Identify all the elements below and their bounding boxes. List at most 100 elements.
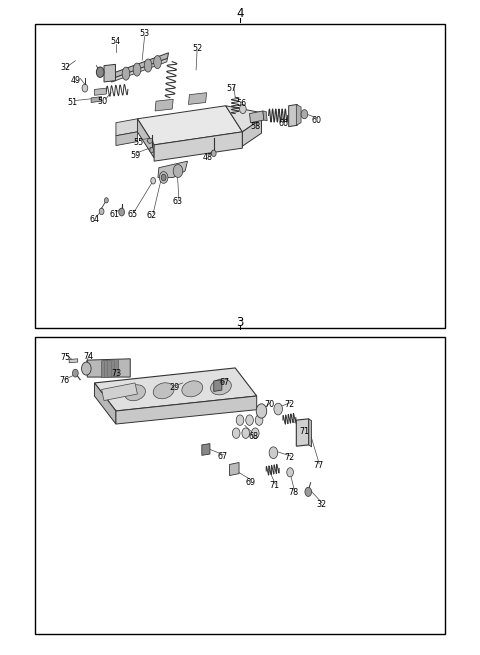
Polygon shape (104, 64, 116, 82)
Polygon shape (116, 132, 137, 145)
Polygon shape (242, 119, 262, 146)
Polygon shape (226, 105, 262, 132)
Text: 73: 73 (112, 369, 122, 378)
Text: 66: 66 (279, 119, 289, 128)
Text: 78: 78 (288, 488, 299, 497)
Polygon shape (250, 111, 264, 122)
Circle shape (246, 415, 253, 425)
Text: 69: 69 (245, 477, 255, 487)
Text: 64: 64 (89, 215, 99, 224)
Text: 75: 75 (60, 353, 71, 362)
Text: 3: 3 (236, 316, 244, 329)
Text: 63: 63 (173, 197, 183, 206)
Circle shape (211, 150, 216, 157)
Circle shape (96, 67, 104, 77)
Text: 57: 57 (227, 84, 237, 93)
Circle shape (240, 104, 246, 113)
Text: 29: 29 (169, 383, 179, 392)
Circle shape (252, 428, 259, 438)
Circle shape (151, 178, 156, 184)
Polygon shape (229, 462, 239, 476)
Text: 58: 58 (251, 122, 261, 131)
Text: 55: 55 (134, 138, 144, 147)
Polygon shape (137, 105, 242, 145)
Ellipse shape (211, 379, 231, 395)
Circle shape (301, 109, 308, 119)
Polygon shape (189, 93, 206, 104)
Polygon shape (288, 104, 297, 126)
Text: 4: 4 (236, 7, 244, 20)
Text: 61: 61 (109, 210, 120, 219)
Polygon shape (263, 111, 267, 121)
Ellipse shape (154, 56, 161, 69)
Polygon shape (309, 419, 312, 447)
Circle shape (269, 447, 278, 458)
Polygon shape (116, 119, 137, 136)
Circle shape (82, 84, 88, 92)
Text: 48: 48 (203, 153, 213, 162)
Ellipse shape (122, 67, 130, 80)
Circle shape (72, 369, 78, 377)
Text: 71: 71 (299, 427, 309, 436)
Circle shape (105, 198, 108, 203)
Circle shape (242, 428, 250, 438)
Polygon shape (95, 368, 257, 411)
Polygon shape (102, 383, 137, 401)
Circle shape (159, 172, 168, 183)
Polygon shape (202, 443, 210, 455)
Circle shape (255, 415, 263, 425)
Ellipse shape (153, 383, 174, 399)
Circle shape (256, 404, 267, 418)
Text: 49: 49 (70, 77, 81, 85)
Polygon shape (87, 359, 130, 377)
Polygon shape (296, 104, 301, 125)
Text: 51: 51 (67, 98, 77, 107)
Text: 53: 53 (140, 29, 150, 39)
Polygon shape (95, 383, 116, 424)
Text: 71: 71 (269, 481, 279, 491)
Polygon shape (137, 119, 154, 158)
Text: 62: 62 (147, 211, 157, 220)
Text: 65: 65 (128, 210, 138, 219)
Circle shape (287, 468, 293, 477)
Text: 54: 54 (111, 37, 121, 47)
Circle shape (305, 487, 312, 496)
Text: 59: 59 (131, 151, 141, 160)
Ellipse shape (144, 59, 152, 72)
Bar (35, 337, 445, 634)
Text: 67: 67 (219, 379, 229, 388)
Circle shape (236, 415, 244, 425)
Polygon shape (102, 360, 118, 378)
Text: 68: 68 (248, 432, 258, 441)
Text: 74: 74 (84, 352, 94, 361)
Polygon shape (69, 359, 78, 363)
Bar (35, 24, 445, 328)
Text: 77: 77 (313, 461, 324, 470)
Text: 56: 56 (236, 100, 246, 108)
Circle shape (82, 362, 91, 375)
Polygon shape (154, 132, 242, 161)
Polygon shape (214, 380, 222, 392)
Text: 32: 32 (316, 500, 326, 510)
Text: 70: 70 (264, 400, 275, 409)
Circle shape (274, 403, 282, 415)
Circle shape (119, 208, 124, 216)
Polygon shape (111, 58, 168, 82)
Circle shape (161, 174, 166, 181)
Circle shape (173, 164, 183, 178)
Text: 67: 67 (217, 452, 228, 461)
Polygon shape (158, 161, 188, 178)
Polygon shape (155, 99, 173, 111)
Polygon shape (112, 53, 168, 79)
Ellipse shape (125, 384, 145, 401)
Circle shape (150, 147, 154, 153)
Polygon shape (95, 88, 107, 96)
Text: 32: 32 (61, 64, 71, 73)
Text: 60: 60 (312, 115, 321, 124)
Ellipse shape (182, 381, 203, 397)
Polygon shape (116, 396, 257, 424)
Polygon shape (296, 419, 309, 446)
Text: 72: 72 (285, 400, 295, 409)
Text: 76: 76 (60, 377, 70, 386)
Polygon shape (91, 97, 102, 102)
